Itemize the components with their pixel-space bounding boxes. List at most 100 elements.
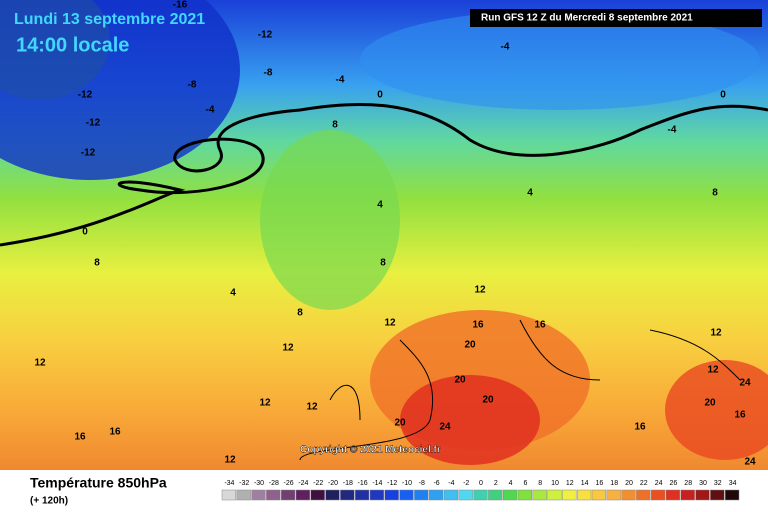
legend-swatch bbox=[458, 489, 473, 501]
contour-label: 12 bbox=[306, 402, 318, 413]
legend-label: -12 bbox=[387, 480, 397, 487]
contour-label: 16 bbox=[734, 410, 746, 421]
legend-label: 16 bbox=[596, 480, 604, 487]
legend-swatch bbox=[502, 489, 518, 501]
legend-swatch bbox=[532, 489, 547, 501]
legend-swatch bbox=[473, 489, 488, 501]
copyright: Copyright © 2021 Meteociel.fr bbox=[300, 445, 441, 456]
contour-label: 12 bbox=[34, 358, 46, 369]
legend-label: 6 bbox=[523, 480, 527, 487]
legend-swatch bbox=[369, 489, 385, 501]
legend-swatch bbox=[266, 489, 281, 501]
legend-label: -24 bbox=[298, 480, 308, 487]
legend-swatch bbox=[724, 489, 740, 501]
contour-label: 8 bbox=[94, 258, 100, 269]
contour-label: 24 bbox=[439, 422, 451, 433]
legend-label: 14 bbox=[581, 480, 589, 487]
legend-swatch bbox=[399, 489, 414, 501]
contour-label: 8 bbox=[380, 258, 386, 269]
legend-swatch bbox=[576, 489, 592, 501]
legend-swatch bbox=[650, 489, 666, 501]
contour-label: -12 bbox=[78, 90, 93, 101]
legend-label: 28 bbox=[684, 480, 692, 487]
legend-label: 10 bbox=[551, 480, 559, 487]
legend-swatch bbox=[236, 489, 251, 501]
legend-swatch bbox=[606, 489, 621, 501]
lead-time: (+ 120h) bbox=[30, 496, 68, 507]
contour-label: 20 bbox=[704, 398, 716, 409]
contour-label: -8 bbox=[264, 68, 273, 79]
contour-label: 8 bbox=[712, 188, 718, 199]
legend-swatch bbox=[636, 489, 651, 501]
contour-label: -12 bbox=[86, 118, 101, 129]
legend-label: 20 bbox=[625, 480, 633, 487]
legend-label: -22 bbox=[313, 480, 323, 487]
cool-area bbox=[360, 10, 760, 110]
legend-swatch bbox=[680, 489, 695, 501]
zero-isotherm bbox=[0, 102, 768, 247]
contour-label: -8 bbox=[188, 80, 197, 91]
run-box bbox=[470, 9, 762, 27]
contour-label: 24 bbox=[744, 457, 756, 468]
coastline bbox=[299, 319, 741, 461]
contour-label: 8 bbox=[297, 308, 303, 319]
contour-label: 20 bbox=[394, 418, 406, 429]
legend-swatch bbox=[562, 489, 577, 501]
legend-label: -20 bbox=[328, 480, 338, 487]
legend-swatch bbox=[591, 489, 607, 501]
legend-label: -26 bbox=[284, 480, 294, 487]
contour-label: 16 bbox=[109, 427, 121, 438]
legend-label: 22 bbox=[640, 480, 648, 487]
legend-label: 8 bbox=[538, 480, 542, 487]
legend-swatch bbox=[221, 489, 237, 501]
legend-swatch bbox=[443, 489, 459, 501]
hot-area bbox=[665, 360, 768, 460]
legend-swatch bbox=[295, 489, 311, 501]
contour-label: 20 bbox=[482, 395, 494, 406]
legend-label: -8 bbox=[419, 480, 425, 487]
contour-label: -4 bbox=[206, 105, 215, 116]
legend-label: -2 bbox=[463, 480, 469, 487]
contour-label: -12 bbox=[258, 30, 273, 41]
contour-label: -16 bbox=[173, 0, 188, 11]
legend-label: -4 bbox=[448, 480, 454, 487]
legend-swatch bbox=[280, 489, 296, 501]
contour-label: 12 bbox=[384, 318, 396, 329]
legend-label: 30 bbox=[699, 480, 707, 487]
contour-label: 0 bbox=[720, 90, 726, 101]
contour-label: 0 bbox=[377, 90, 383, 101]
contour-label: 20 bbox=[464, 340, 476, 351]
legend-swatch bbox=[621, 489, 636, 501]
contour-label: 16 bbox=[74, 432, 86, 443]
legend-swatch bbox=[695, 489, 710, 501]
contour-label: 16 bbox=[534, 320, 546, 331]
legend-swatch bbox=[251, 489, 266, 501]
contour-label: 16 bbox=[634, 422, 646, 433]
legend-swatch bbox=[384, 489, 399, 501]
map-title: Lundi 13 septembre 2021 bbox=[14, 11, 205, 28]
legend-label: 18 bbox=[610, 480, 618, 487]
contour-label: 12 bbox=[282, 343, 294, 354]
legend-label: 26 bbox=[670, 480, 678, 487]
parameter: Température 850hPa bbox=[30, 475, 167, 491]
legend-label: -16 bbox=[358, 480, 368, 487]
contour-label: 12 bbox=[474, 285, 486, 296]
contour-label: -4 bbox=[501, 42, 510, 53]
legend-swatch bbox=[340, 489, 355, 501]
contour-label: -12 bbox=[81, 148, 96, 159]
run-info: Run GFS 12 Z du Mercredi 8 septembre 202… bbox=[481, 13, 693, 24]
legend-swatch bbox=[547, 489, 562, 501]
legend-label: 12 bbox=[566, 480, 574, 487]
legend-swatch bbox=[517, 489, 533, 501]
legend-label: 4 bbox=[509, 480, 513, 487]
legend-label: -32 bbox=[239, 480, 249, 487]
contour-label: 4 bbox=[527, 188, 533, 199]
legend-swatch bbox=[325, 489, 340, 501]
contour-label: 4 bbox=[230, 288, 236, 299]
legend-label: -6 bbox=[433, 480, 439, 487]
cold-area bbox=[0, 0, 110, 100]
contour-label: 16 bbox=[472, 320, 484, 331]
legend-label: 24 bbox=[655, 480, 663, 487]
